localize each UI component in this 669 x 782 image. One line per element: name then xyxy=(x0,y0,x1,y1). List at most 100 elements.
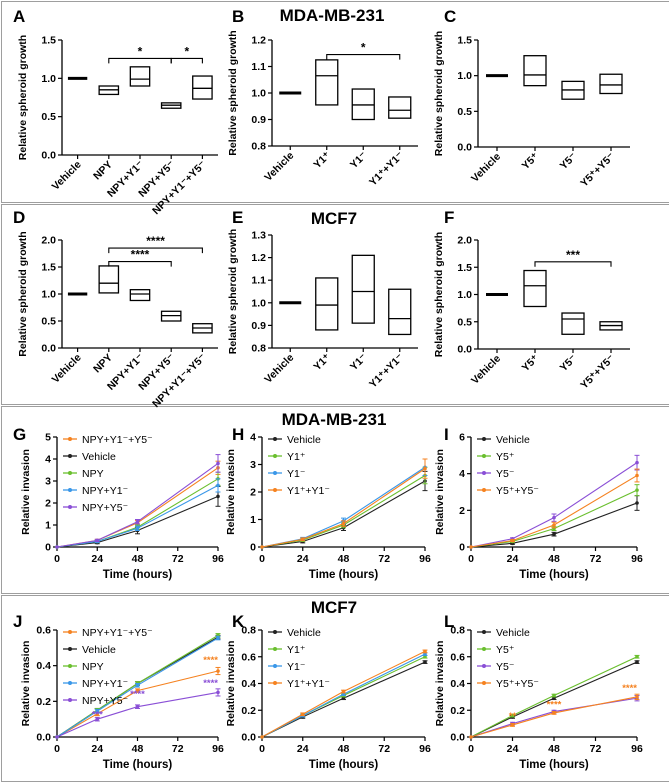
box xyxy=(351,254,375,324)
x-tick-label: 0 xyxy=(54,743,60,755)
data-point xyxy=(423,660,427,664)
y-axis-title: Relative spheroid growth xyxy=(17,35,29,160)
series-line xyxy=(470,502,638,548)
y-tick-label: 1.0 xyxy=(41,289,56,301)
data-point xyxy=(216,483,220,488)
x-axis-title: Time (hours) xyxy=(519,569,589,581)
data-point xyxy=(510,538,515,543)
legend-label: NPY+Y1⁻ xyxy=(82,485,129,497)
panel-label: I xyxy=(444,425,449,444)
y-tick-label: 0.0 xyxy=(41,150,56,162)
y-tick-label: 3 xyxy=(45,476,51,488)
y-tick-label: 1.5 xyxy=(41,262,56,274)
legend-label: Vehicle xyxy=(496,434,530,446)
data-point xyxy=(552,693,556,698)
data-point xyxy=(300,537,305,542)
y-tick-label: 0.4 xyxy=(36,660,51,672)
significance-bracket xyxy=(326,54,401,60)
y-tick-label: 1.2 xyxy=(251,252,266,264)
legend-marker xyxy=(482,664,486,668)
panel-b: B 0.8 0.9 1.0 1.1 1.2 Relative spheroid growth… xyxy=(227,7,418,188)
significance-label: **** xyxy=(203,678,218,689)
y-axis-title: Relative invasion xyxy=(434,641,446,727)
significance-label: **** xyxy=(547,700,562,711)
section-title-s4: MCF7 xyxy=(311,598,357,617)
x-tick-label: Y1⁻ xyxy=(348,351,370,373)
legend-marker xyxy=(273,437,277,441)
x-tick-label: 72 xyxy=(172,553,184,565)
x-tick-label: NPY xyxy=(91,352,115,376)
y-tick-label: 0.5 xyxy=(41,111,56,123)
significance-label: *** xyxy=(566,248,580,262)
significance-bracket xyxy=(108,57,172,64)
box xyxy=(388,288,412,336)
data-point xyxy=(469,735,473,739)
y-tick-label: 1.1 xyxy=(251,275,266,287)
legend-marker xyxy=(273,630,277,634)
x-tick-label: Y5⁺ xyxy=(520,352,542,374)
legend-label: Y5⁺ xyxy=(496,451,515,463)
y-tick-label: 0.6 xyxy=(36,625,51,637)
legend-label: NPY+Y1⁻+Y5⁻ xyxy=(82,434,153,446)
data-point xyxy=(635,473,639,478)
panel-label: D xyxy=(13,208,25,227)
y-tick-label: 2 xyxy=(459,505,465,517)
section-title-s1: MDA-MB-231 xyxy=(280,6,385,25)
significance-label: *** xyxy=(92,709,103,720)
y-tick-label: 0.0 xyxy=(41,343,56,355)
x-tick-label: Vehicle xyxy=(469,353,503,387)
legend-marker xyxy=(273,681,277,685)
box xyxy=(98,265,120,294)
box xyxy=(388,96,412,119)
panel-label: K xyxy=(232,612,245,631)
data-point xyxy=(95,709,100,713)
data-point xyxy=(135,683,140,688)
panel-label: B xyxy=(232,7,244,26)
y-tick-label: 1.3 xyxy=(251,230,266,242)
x-tick-label: 24 xyxy=(91,743,103,755)
x-tick-label: 96 xyxy=(419,743,431,755)
y-axis-title: Relative spheroid growth xyxy=(433,232,445,357)
data-point xyxy=(55,735,59,739)
significance-label: * xyxy=(138,44,143,58)
data-point xyxy=(260,735,264,739)
data-point xyxy=(635,654,639,659)
panel-e: E 0.8 0.9 1.0 1.1 1.2 1.3 Relative spheroid gro… xyxy=(227,208,418,390)
box xyxy=(523,55,547,87)
y-tick-label: 0.2 xyxy=(36,696,51,708)
y-tick-label: 3 xyxy=(250,459,256,471)
y-tick-label: 0.5 xyxy=(41,316,56,328)
legend-label: Y1⁻ xyxy=(287,661,306,673)
legend-marker xyxy=(68,471,72,475)
panel-label: E xyxy=(232,208,243,227)
significance-bracket xyxy=(108,247,203,254)
legend-marker xyxy=(273,471,277,475)
data-point xyxy=(341,521,346,526)
y-tick-label: 2.0 xyxy=(41,235,56,247)
panel-label: L xyxy=(444,612,454,631)
y-tick-label: 0.8 xyxy=(251,141,266,153)
panel-l: L 0.0 0.2 0.4 0.6 0.8 Relative invasion 0 24 48 72… xyxy=(434,612,643,771)
data-point xyxy=(635,660,639,664)
x-tick-label: 0 xyxy=(54,553,60,565)
box xyxy=(351,88,375,121)
x-tick-label: Vehicle xyxy=(469,151,503,185)
series-line xyxy=(470,475,638,548)
y-tick-label: 2 xyxy=(250,487,256,499)
series-line xyxy=(470,462,638,548)
y-tick-label: 0 xyxy=(459,542,465,554)
legend-label: Y5⁻ xyxy=(496,468,515,480)
x-tick-label: Vehicle xyxy=(262,150,296,184)
data-point xyxy=(135,688,140,693)
significance-label: **** xyxy=(130,689,145,700)
x-tick-label: Y1⁻ xyxy=(348,149,370,171)
x-tick-label: 48 xyxy=(338,553,350,565)
section-spheroid-mda xyxy=(1,1,669,203)
data-point xyxy=(135,519,140,524)
section-title-s3: MDA-MB-231 xyxy=(282,410,387,429)
box xyxy=(315,277,339,331)
x-tick-label: 48 xyxy=(132,553,144,565)
data-point xyxy=(635,460,639,465)
x-tick-label: Y5⁺ xyxy=(520,150,542,172)
plots-layer: A 0.0 0.5 1.0 1.5 Relative spheroid growth Veh… xyxy=(13,7,643,771)
